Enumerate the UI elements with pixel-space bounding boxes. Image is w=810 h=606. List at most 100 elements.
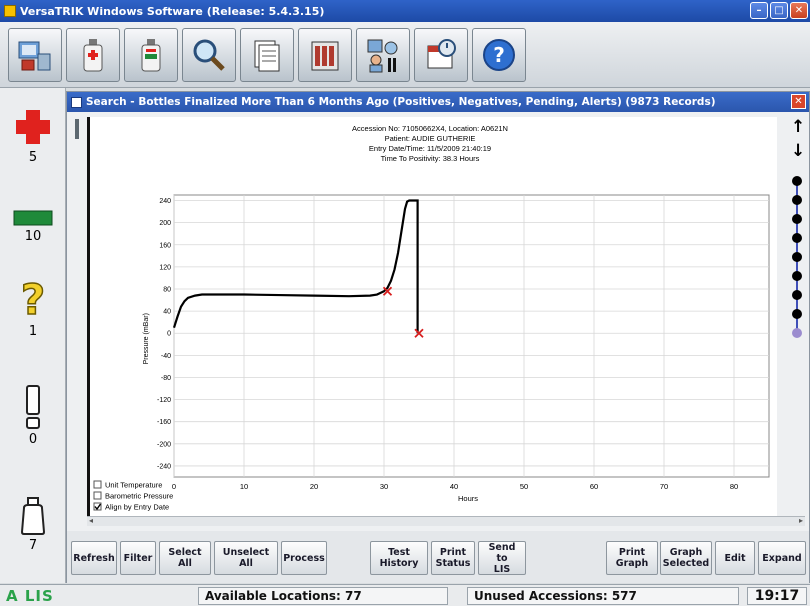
- graph-header-line4: Time To Positivity: 38.3 Hours: [381, 154, 480, 163]
- green-bottle-icon: [141, 38, 161, 71]
- print-status-button[interactable]: Print Status: [431, 541, 475, 575]
- record-list-splitter[interactable]: [75, 119, 79, 139]
- alis-logo: A LIS: [6, 587, 54, 605]
- pressure-series-line: [172, 199, 419, 334]
- event-marker: [382, 286, 393, 296]
- unused-accessions-text: Unused Accessions: 577: [474, 589, 637, 603]
- calendar-icon: [427, 38, 456, 68]
- empty-bottle-icon: [20, 497, 46, 535]
- down-arrow-icon[interactable]: ↓: [791, 141, 806, 161]
- pending-status[interactable]: ? 1: [0, 274, 66, 339]
- positive-status[interactable]: 5: [0, 108, 66, 165]
- up-arrow-icon[interactable]: ↑: [791, 117, 806, 137]
- expand-button[interactable]: Expand: [758, 541, 806, 575]
- empty-status[interactable]: 7: [0, 496, 66, 553]
- checkbox-align-by-entry-date[interactable]: Align by Entry Date: [93, 502, 169, 512]
- minimize-button[interactable]: –: [750, 2, 768, 19]
- maximize-button[interactable]: □: [770, 2, 788, 19]
- timeline-dot[interactable]: [792, 214, 802, 224]
- close-button[interactable]: ✕: [790, 2, 808, 19]
- document-icon: [254, 40, 280, 71]
- red-bottle-icon: [83, 38, 103, 71]
- svg-text:Align by Entry Date: Align by Entry Date: [105, 503, 169, 512]
- pressure-graph-panel: Accession No: 71050662X4, Location: A062…: [87, 117, 777, 517]
- graph-selected-button[interactable]: Graph Selected: [660, 541, 712, 575]
- timeline-rail: ↑ ↓: [787, 117, 809, 517]
- filter-button[interactable]: Filter: [120, 541, 156, 575]
- checkbox-barometric-pressure[interactable]: Barometric Pressure: [93, 491, 173, 501]
- timeline-dot[interactable]: [792, 328, 802, 338]
- process-button[interactable]: Process: [281, 541, 327, 575]
- search-button[interactable]: [182, 27, 236, 82]
- x-tick-label: 0: [172, 482, 176, 491]
- timeline-dot[interactable]: [792, 176, 802, 186]
- negative-bottles-button[interactable]: [124, 27, 178, 82]
- bottle-rack-button[interactable]: [298, 27, 352, 82]
- schedule-button[interactable]: [414, 27, 468, 82]
- test-history-button[interactable]: Test History: [370, 541, 428, 575]
- horizontal-scrollbar[interactable]: ◂ ▸: [87, 516, 805, 526]
- y-tick-label: 200: [159, 220, 171, 227]
- send-to-lis-button[interactable]: Send to LIS: [478, 541, 526, 575]
- scroll-right-icon[interactable]: ▸: [798, 516, 803, 525]
- users-setup-button[interactable]: [356, 27, 410, 82]
- question-icon: ?: [20, 274, 46, 322]
- timeline-dot[interactable]: [792, 309, 802, 319]
- bottle-rack-icon: [311, 41, 339, 70]
- y-tick-label: -160: [157, 419, 171, 426]
- refresh-button[interactable]: Refresh: [71, 541, 117, 575]
- y-tick-label: -40: [161, 353, 171, 360]
- select-all-button[interactable]: Select All: [159, 541, 211, 575]
- y-tick-label: -200: [157, 441, 171, 448]
- y-tick-label: -80: [161, 375, 171, 382]
- unselect-all-button[interactable]: Unselect All: [214, 541, 278, 575]
- main-toolbar: ?: [0, 22, 810, 88]
- timeline-dot[interactable]: [792, 290, 802, 300]
- positive-count: 5: [28, 150, 38, 165]
- timeline-dot[interactable]: [792, 252, 802, 262]
- document-small-icon: [71, 96, 82, 108]
- computer-users-icon: [367, 39, 398, 72]
- y-tick-label: -120: [157, 397, 171, 404]
- negative-status[interactable]: 10: [0, 210, 66, 244]
- alerts-status[interactable]: 0: [0, 384, 66, 447]
- green-bar-icon: [13, 210, 53, 226]
- red-cross-icon: [16, 110, 50, 144]
- y-tick-label: 80: [163, 287, 171, 294]
- x-tick-label: 60: [590, 482, 598, 491]
- available-locations-text: Available Locations: 77: [205, 589, 362, 603]
- graph-header-line2: Patient: AUDIE GUTHERIE: [385, 134, 476, 143]
- x-axis-label: Hours: [458, 494, 478, 503]
- y-tick-label: 240: [159, 198, 171, 205]
- svg-text:?: ?: [493, 43, 505, 67]
- checkbox-unit-temperature[interactable]: Unit Temperature: [93, 480, 162, 490]
- scroll-left-icon[interactable]: ◂: [89, 516, 94, 525]
- help-button[interactable]: ?: [472, 27, 526, 82]
- search-window-title: Search - Bottles Finalized More Than 6 M…: [86, 96, 716, 108]
- help-icon: ?: [483, 38, 515, 71]
- action-button-bar: Refresh Filter Select All Unselect All P…: [67, 531, 809, 583]
- available-locations: Available Locations: 77: [198, 587, 448, 605]
- print-graph-button[interactable]: Print Graph: [606, 541, 658, 575]
- title-bar: VersaTRIK Windows Software (Release: 5.4…: [0, 0, 810, 22]
- instrument-status-button[interactable]: [8, 27, 62, 82]
- negative-count: 10: [24, 229, 42, 244]
- x-tick-label: 40: [450, 482, 458, 491]
- magnifier-icon: [193, 39, 225, 71]
- window-title: VersaTRIK Windows Software (Release: 5.4…: [20, 4, 325, 18]
- timeline-dot[interactable]: [792, 195, 802, 205]
- edit-button[interactable]: Edit: [715, 541, 755, 575]
- clock-text: 19:17: [754, 588, 800, 604]
- search-window-close-button[interactable]: ✕: [791, 94, 806, 109]
- timeline-dot[interactable]: [792, 233, 802, 243]
- plot-frame: [173, 194, 770, 478]
- timeline-dot[interactable]: [792, 271, 802, 281]
- status-summary-panel: 5 10 ? 1 0 7: [0, 88, 66, 583]
- alerts-count: 0: [28, 432, 38, 447]
- reports-button[interactable]: [240, 27, 294, 82]
- y-tick-label: 40: [163, 309, 171, 316]
- positive-bottles-button[interactable]: [66, 27, 120, 82]
- y-tick-label: -240: [157, 463, 171, 470]
- search-window-title-bar: Search - Bottles Finalized More Than 6 M…: [67, 92, 809, 112]
- graph-header-line3: Entry Date/Time: 11/5/2009 21:40:19: [369, 144, 491, 153]
